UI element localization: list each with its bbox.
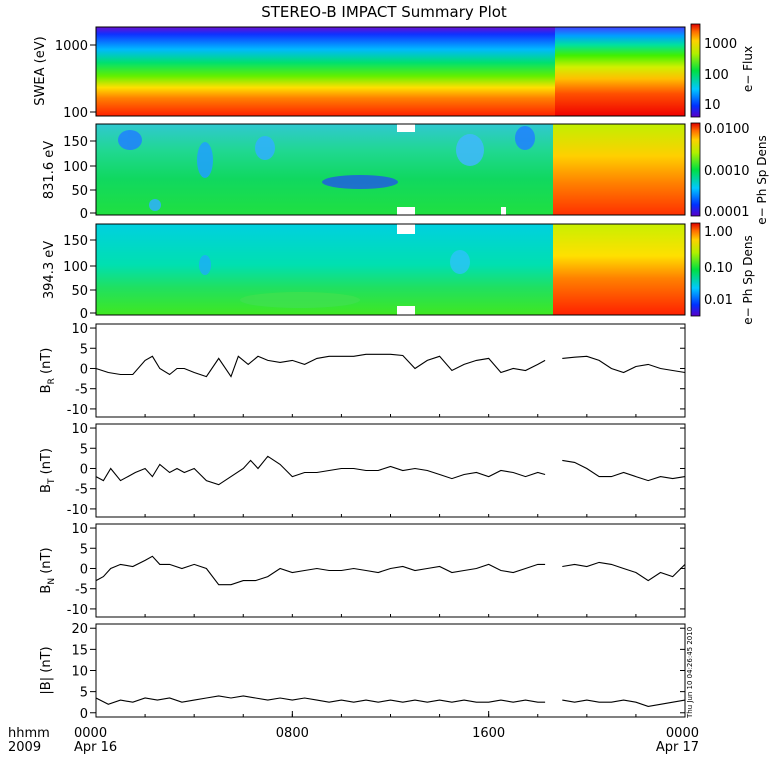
panel-ylabel: BN (nT) bbox=[39, 547, 57, 593]
swea-cbar-tick-100: 100 bbox=[704, 68, 729, 83]
ytick-label: 5 bbox=[80, 442, 88, 457]
series-line-segment-2 bbox=[562, 459, 686, 482]
xtick-label: 0000 bbox=[666, 726, 699, 741]
pad-394-yticks bbox=[90, 239, 96, 314]
pad-831-gap-small bbox=[501, 207, 506, 215]
pad-394-gap-top bbox=[397, 224, 415, 234]
panel-frame bbox=[95, 523, 686, 618]
ytick-label: 10 bbox=[71, 422, 88, 437]
ytick-label: -5 bbox=[75, 583, 88, 598]
pad-394-cbar-label: e− Ph Sp Dens bbox=[741, 235, 755, 324]
pad-394-ytick-100: 100 bbox=[63, 260, 88, 275]
pad-394-cbar-tick-0.01: 0.01 bbox=[704, 293, 733, 308]
pad-394-colorbar bbox=[690, 222, 701, 317]
pad-394-ytick-50: 50 bbox=[71, 284, 88, 299]
xtick-sublabel: Apr 17 bbox=[656, 740, 699, 755]
magnetic-field-panels: -10 -5 0 5 10 BR (nT) -10 -5 0 5 10 BT (nT) -10 -5 0 5 1… bbox=[39, 322, 686, 722]
pad-831-cbar-tick-0.001: 0.0010 bbox=[704, 164, 750, 179]
panel-B_N: -10 -5 0 5 10 BN (nT) bbox=[39, 522, 686, 618]
swea-cbar-tick-10: 10 bbox=[704, 98, 721, 113]
pad-831-ytick-0: 0 bbox=[80, 207, 88, 222]
plot-title: STEREO-B IMPACT Summary Plot bbox=[261, 3, 507, 21]
pad-831-ytick-100: 100 bbox=[63, 160, 88, 175]
ytick-label: -5 bbox=[75, 483, 88, 498]
pad-394-panel: 394.3 eV 150 100 50 0 1.00 0.10 0.01 e− … bbox=[42, 222, 755, 325]
pad-394-right bbox=[553, 224, 685, 315]
panel-B_R: -10 -5 0 5 10 BR (nT) bbox=[39, 322, 686, 418]
ytick-label: -10 bbox=[67, 503, 88, 518]
pad-831-colorbar bbox=[690, 122, 701, 217]
ytick-label: 5 bbox=[80, 542, 88, 557]
panel-frame bbox=[95, 423, 686, 518]
swea-spectrogram-panel: SWEA (eV) 1000 100 1000 100 10 e− Flux bbox=[33, 23, 755, 121]
series-line-segment-2 bbox=[562, 355, 686, 374]
pad-831-frame bbox=[95, 123, 686, 216]
pad-394-ylabel: 394.3 eV bbox=[42, 241, 57, 299]
pad-394-cbar-tick-1.00: 1.00 bbox=[704, 225, 733, 240]
pad-831-ytick-150: 150 bbox=[63, 135, 88, 150]
panel-frame bbox=[95, 623, 686, 718]
swea-cbar-label: e− Flux bbox=[741, 46, 755, 92]
ytick-label: 20 bbox=[71, 622, 88, 637]
swea-cbar-tick-1000: 1000 bbox=[704, 37, 737, 52]
pad-831-panel: 831.6 eV 150 100 50 0 0.0100 0.0010 0.00… bbox=[42, 122, 769, 225]
panel-B_T: -10 -5 0 5 10 BT (nT) bbox=[39, 422, 686, 518]
series-line-segment-2 bbox=[562, 699, 686, 707]
ytick-label: 10 bbox=[71, 322, 88, 337]
ytick-label: 0 bbox=[80, 362, 88, 377]
series-line-segment-1 bbox=[95, 455, 546, 486]
pad-831-gap-bottom bbox=[397, 207, 415, 215]
pad-831-cbar-tick-0.01: 0.0100 bbox=[704, 122, 750, 137]
swea-colorbar bbox=[690, 23, 701, 118]
ytick-label: 10 bbox=[71, 665, 88, 680]
ytick-label: -5 bbox=[75, 383, 88, 398]
panel-ylabel: BT (nT) bbox=[39, 448, 57, 493]
swea-ylabel: SWEA (eV) bbox=[33, 36, 48, 105]
ytick-label: -10 bbox=[67, 603, 88, 618]
swea-ytick-100: 100 bbox=[63, 106, 88, 121]
swea-spectrogram-right bbox=[555, 27, 685, 116]
pad-394-ytick-150: 150 bbox=[63, 234, 88, 249]
ytick-label: 5 bbox=[80, 342, 88, 357]
pad-831-ytick-50: 50 bbox=[71, 184, 88, 199]
series-line-segment-1 bbox=[95, 555, 546, 586]
xtick-label: 0800 bbox=[276, 726, 309, 741]
pad-831-cbar-tick-0.0001: 0.0001 bbox=[704, 205, 750, 220]
series-line-segment-2 bbox=[562, 561, 686, 582]
ytick-label: 0 bbox=[80, 707, 88, 722]
pad-394-patches bbox=[199, 250, 470, 308]
pad-394-gap-bottom bbox=[397, 306, 415, 315]
xaxis-row1-label: hhmm bbox=[8, 726, 50, 741]
swea-frame bbox=[95, 26, 686, 117]
pad-831-yticks bbox=[90, 140, 96, 214]
series-line-segment-1 bbox=[95, 695, 546, 705]
ytick-label: 0 bbox=[80, 562, 88, 577]
swea-ytick-1000: 1000 bbox=[55, 39, 88, 54]
pad-394-frame bbox=[95, 223, 686, 316]
xaxis-row2-label: 2009 bbox=[8, 740, 41, 755]
panel-magBmag: 0 5 10 15 20 |B| (nT) bbox=[39, 622, 686, 722]
xtick-sublabel: Apr 16 bbox=[74, 740, 117, 755]
panel-ylabel: |B| (nT) bbox=[39, 646, 54, 694]
xtick-label: 1600 bbox=[472, 726, 505, 741]
ytick-label: 10 bbox=[71, 522, 88, 537]
pad-831-cbar-label: e− Ph Sp Dens bbox=[755, 135, 769, 224]
pad-831-gap-top bbox=[397, 124, 415, 132]
series-line-segment-1 bbox=[95, 353, 546, 378]
ytick-label: -10 bbox=[67, 403, 88, 418]
pad-394-cbar-tick-0.10: 0.10 bbox=[704, 261, 733, 276]
pad-831-ylabel: 831.6 eV bbox=[42, 141, 57, 199]
pad-831-blue-patches bbox=[118, 126, 535, 211]
panel-ylabel: BR (nT) bbox=[39, 348, 57, 394]
xtick-label: 0000 bbox=[74, 726, 107, 741]
ytick-label: 15 bbox=[71, 643, 88, 658]
pad-394-ytick-0: 0 bbox=[80, 307, 88, 322]
ytick-label: 0 bbox=[80, 462, 88, 477]
pad-831-right bbox=[553, 124, 685, 215]
panel-frame bbox=[95, 323, 686, 418]
ytick-label: 5 bbox=[80, 686, 88, 701]
generation-timestamp: Thu Jun 10 04:26:45 2010 bbox=[686, 627, 694, 719]
